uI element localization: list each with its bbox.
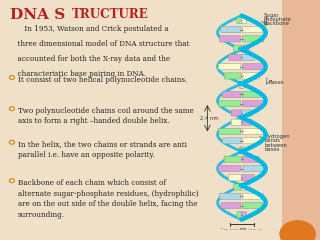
FancyBboxPatch shape	[242, 36, 264, 42]
FancyBboxPatch shape	[242, 165, 265, 172]
Text: ~— —— nm —— —: ~— —— nm —— —	[220, 227, 263, 231]
Text: Backbone: Backbone	[264, 21, 290, 26]
FancyBboxPatch shape	[224, 73, 241, 79]
FancyBboxPatch shape	[234, 45, 242, 51]
Text: DNA S: DNA S	[10, 8, 65, 22]
Text: characteristic base pairing in DNA.: characteristic base pairing in DNA.	[13, 70, 146, 78]
FancyBboxPatch shape	[240, 147, 242, 153]
FancyBboxPatch shape	[220, 36, 241, 42]
FancyBboxPatch shape	[224, 156, 241, 162]
Text: 2.4 nm: 2.4 nm	[200, 116, 219, 120]
FancyBboxPatch shape	[242, 64, 265, 70]
FancyBboxPatch shape	[229, 175, 242, 181]
Text: bonds: bonds	[265, 138, 281, 144]
FancyBboxPatch shape	[222, 138, 241, 144]
FancyBboxPatch shape	[241, 17, 246, 24]
Circle shape	[280, 221, 315, 240]
FancyBboxPatch shape	[242, 128, 265, 135]
FancyBboxPatch shape	[242, 119, 252, 125]
Text: Hydrogen: Hydrogen	[265, 134, 291, 139]
Text: TRUCTURE: TRUCTURE	[72, 8, 149, 21]
FancyBboxPatch shape	[241, 184, 250, 190]
FancyBboxPatch shape	[242, 91, 261, 98]
Text: It consist of two helical polynucleotide chains.: It consist of two helical polynucleotide…	[18, 76, 187, 84]
Text: In 1953, Watson and Crick postulated a: In 1953, Watson and Crick postulated a	[13, 25, 168, 33]
FancyBboxPatch shape	[221, 27, 241, 33]
Text: Sugar: Sugar	[264, 13, 280, 18]
FancyBboxPatch shape	[242, 202, 262, 209]
FancyBboxPatch shape	[229, 54, 242, 60]
FancyBboxPatch shape	[242, 54, 254, 60]
FancyBboxPatch shape	[222, 91, 241, 98]
FancyBboxPatch shape	[218, 165, 241, 172]
FancyBboxPatch shape	[241, 212, 246, 218]
FancyBboxPatch shape	[241, 82, 244, 88]
FancyBboxPatch shape	[242, 101, 265, 107]
Text: Bases: Bases	[268, 80, 284, 85]
Text: accounted for both the X-ray data and the: accounted for both the X-ray data and th…	[13, 55, 170, 63]
FancyBboxPatch shape	[242, 110, 252, 116]
FancyBboxPatch shape	[218, 64, 241, 70]
FancyBboxPatch shape	[219, 128, 241, 135]
FancyBboxPatch shape	[219, 101, 241, 107]
FancyBboxPatch shape	[231, 110, 242, 116]
Text: bases: bases	[265, 147, 280, 152]
Text: In the helix, the two chains or strands are anti
parallel i.e. have an opposite : In the helix, the two chains or strands …	[18, 140, 187, 159]
FancyBboxPatch shape	[237, 212, 242, 218]
FancyBboxPatch shape	[231, 119, 242, 125]
FancyBboxPatch shape	[242, 193, 264, 199]
FancyBboxPatch shape	[242, 138, 261, 144]
FancyBboxPatch shape	[240, 82, 242, 88]
Text: Two polynucleotide chains coil around the same
axis to form a right –handed doub: Two polynucleotide chains coil around th…	[18, 107, 193, 126]
FancyBboxPatch shape	[234, 184, 242, 190]
FancyBboxPatch shape	[242, 73, 259, 79]
FancyBboxPatch shape	[241, 147, 244, 153]
Text: three dimensional model of DNA structure that: three dimensional model of DNA structure…	[13, 40, 189, 48]
FancyBboxPatch shape	[242, 175, 254, 181]
FancyBboxPatch shape	[220, 193, 241, 199]
FancyBboxPatch shape	[221, 202, 241, 209]
FancyBboxPatch shape	[242, 27, 262, 33]
FancyBboxPatch shape	[237, 17, 242, 24]
Text: between: between	[265, 143, 288, 148]
Text: Backbone of each chain which consist of
alternate sugar-phosphate residues, (hyd: Backbone of each chain which consist of …	[18, 179, 198, 219]
FancyBboxPatch shape	[242, 156, 259, 162]
FancyBboxPatch shape	[241, 45, 250, 51]
Text: Phosphate: Phosphate	[264, 17, 292, 22]
FancyBboxPatch shape	[282, 0, 320, 240]
